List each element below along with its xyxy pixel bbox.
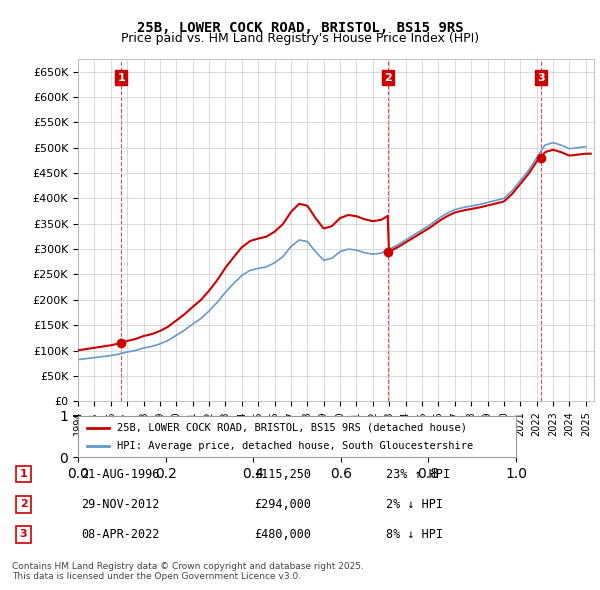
Text: 25B, LOWER COCK ROAD, BRISTOL, BS15 9RS: 25B, LOWER COCK ROAD, BRISTOL, BS15 9RS (137, 21, 463, 35)
Text: 21-AUG-1996: 21-AUG-1996 (81, 468, 160, 481)
Text: £480,000: £480,000 (254, 528, 311, 541)
Text: 29-NOV-2012: 29-NOV-2012 (81, 498, 160, 511)
Text: Price paid vs. HM Land Registry's House Price Index (HPI): Price paid vs. HM Land Registry's House … (121, 32, 479, 45)
Text: 8% ↓ HPI: 8% ↓ HPI (386, 528, 443, 541)
Text: 08-APR-2022: 08-APR-2022 (81, 528, 160, 541)
Text: £115,250: £115,250 (254, 468, 311, 481)
Text: 2% ↓ HPI: 2% ↓ HPI (386, 498, 443, 511)
Text: 3: 3 (20, 529, 28, 539)
Text: £294,000: £294,000 (254, 498, 311, 511)
Text: 23% ↑ HPI: 23% ↑ HPI (386, 468, 451, 481)
Text: 1: 1 (20, 469, 28, 479)
Text: 2: 2 (384, 73, 392, 83)
Text: Contains HM Land Registry data © Crown copyright and database right 2025.
This d: Contains HM Land Registry data © Crown c… (12, 562, 364, 581)
Text: 2: 2 (20, 499, 28, 509)
Text: 3: 3 (537, 73, 545, 83)
Text: 25B, LOWER COCK ROAD, BRISTOL, BS15 9RS (detached house): 25B, LOWER COCK ROAD, BRISTOL, BS15 9RS … (118, 422, 467, 432)
Text: HPI: Average price, detached house, South Gloucestershire: HPI: Average price, detached house, Sout… (118, 441, 473, 451)
Text: 1: 1 (118, 73, 125, 83)
